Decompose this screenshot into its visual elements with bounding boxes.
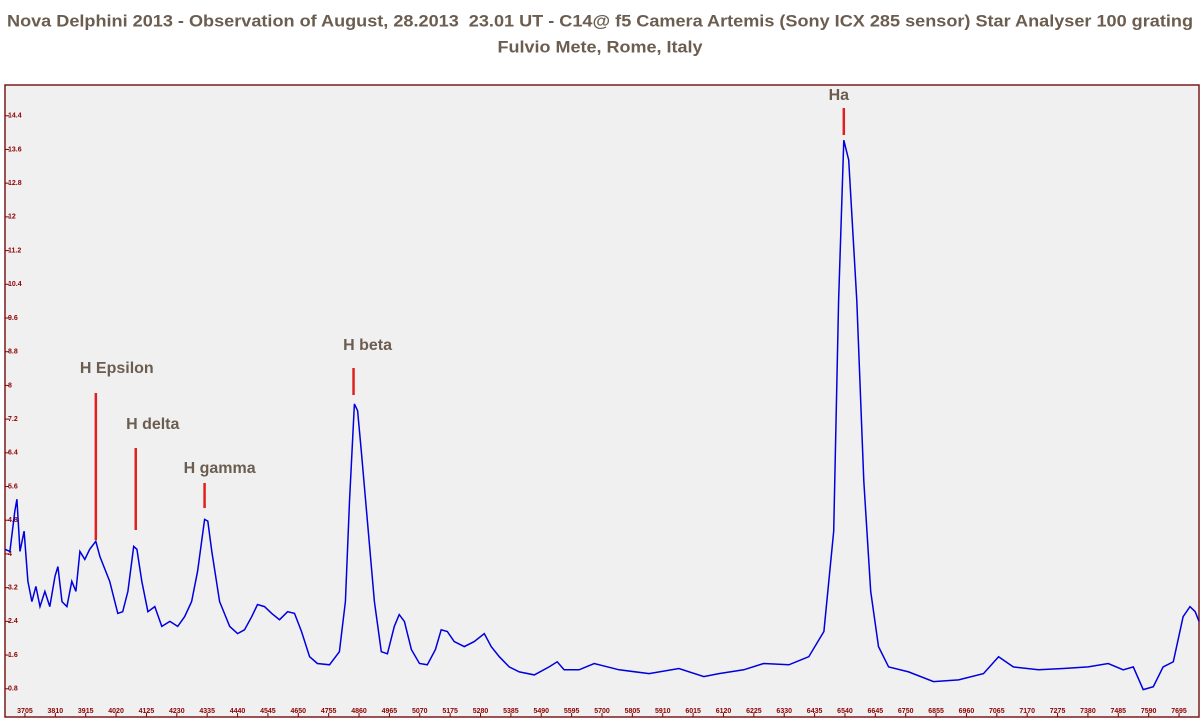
x-tick-label: 5910	[655, 708, 671, 715]
y-tick-label: 12.8	[8, 180, 22, 187]
x-tick-label: 4020	[108, 708, 124, 715]
x-tick-label: 6960	[959, 708, 975, 715]
x-tick-label: 5070	[412, 708, 428, 715]
x-tick-label: 4650	[291, 708, 307, 715]
x-tick-label: 6645	[868, 708, 884, 715]
x-tick-label: 3705	[17, 708, 33, 715]
x-tick-label: 5490	[533, 708, 549, 715]
x-tick-label: 3810	[48, 708, 64, 715]
y-tick-label: 4	[8, 551, 12, 558]
x-tick-label: 5700	[594, 708, 610, 715]
x-tick-label: 7590	[1141, 708, 1157, 715]
x-tick-label: 4860	[351, 708, 367, 715]
x-tick-label: 5385	[503, 708, 519, 715]
y-tick-label: 0.8	[8, 686, 18, 693]
x-tick-label: 7065	[989, 708, 1005, 715]
x-tick-label: 5595	[564, 708, 580, 715]
x-tick-label: 7170	[1019, 708, 1035, 715]
y-tick-label: 9.6	[8, 315, 18, 322]
y-tick-label: 8	[8, 382, 12, 389]
y-tick-label: 11.2	[8, 247, 21, 254]
y-tick-label: 3.2	[8, 584, 18, 591]
y-tick-label: 13.6	[8, 146, 22, 153]
x-tick-label: 7485	[1111, 708, 1127, 715]
annotation-label: Ha	[829, 87, 850, 104]
x-tick-label: 6120	[716, 708, 732, 715]
x-tick-label: 6855	[928, 708, 944, 715]
x-tick-label: 3915	[78, 708, 94, 715]
x-tick-label: 5175	[442, 708, 458, 715]
x-tick-label: 6435	[807, 708, 823, 715]
x-tick-label: 4965	[382, 708, 398, 715]
x-tick-label: 6225	[746, 708, 762, 715]
y-tick-label: 1.6	[8, 652, 18, 659]
x-tick-label: 6015	[685, 708, 701, 715]
annotation-label: H gamma	[184, 460, 256, 477]
x-tick-label: 4755	[321, 708, 337, 715]
x-tick-label: 4125	[139, 708, 155, 715]
x-tick-label: 4230	[169, 708, 185, 715]
y-tick-label: 10.4	[8, 281, 22, 288]
x-tick-label: 4335	[199, 708, 215, 715]
x-tick-label: 6330	[776, 708, 792, 715]
x-tick-label: 6540	[837, 708, 853, 715]
x-tick-label: 4440	[230, 708, 246, 715]
x-tick-label: 4545	[260, 708, 276, 715]
x-tick-label: 7380	[1080, 708, 1096, 715]
y-tick-label: 7.2	[8, 416, 18, 423]
y-tick-label: 5.6	[8, 483, 18, 490]
x-tick-label: 7275	[1050, 708, 1066, 715]
y-tick-label: 6.4	[8, 450, 18, 457]
y-tick-label: 14.4	[8, 113, 22, 120]
chart-subtitle: Fulvio Mete, Rome, Italy	[498, 37, 704, 56]
y-tick-label: 8.8	[8, 349, 18, 356]
chart-title: Nova Delphini 2013 - Observation of Augu…	[7, 11, 1193, 30]
x-tick-label: 7695	[1171, 708, 1187, 715]
annotation-label: H Epsilon	[80, 360, 154, 377]
plot-area	[4, 84, 1200, 718]
x-tick-label: 5280	[473, 708, 489, 715]
annotation-label: H beta	[343, 337, 392, 354]
y-tick-label: 2.4	[8, 618, 18, 625]
y-tick-label: 12	[8, 214, 16, 221]
annotation-label: H delta	[126, 416, 179, 433]
x-tick-label: 5805	[625, 708, 641, 715]
y-tick-label: 4.8	[8, 517, 18, 524]
x-tick-label: 6750	[898, 708, 914, 715]
spectrum-line	[4, 140, 1200, 691]
